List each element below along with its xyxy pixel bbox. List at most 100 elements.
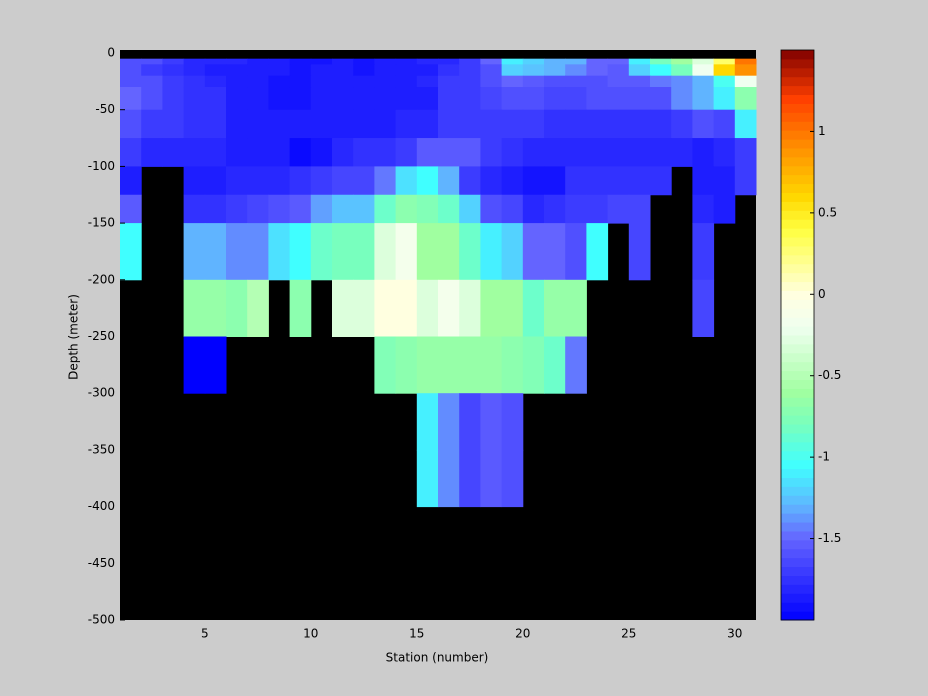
heatmap-cell (480, 75, 503, 88)
heatmap-cell (183, 75, 206, 88)
heatmap-cell (586, 75, 609, 88)
heatmap-cell (374, 194, 397, 224)
heatmap-cell (459, 75, 481, 88)
heatmap-cell (650, 138, 672, 167)
heatmap-cell (332, 64, 354, 77)
heatmap-cell (565, 166, 587, 196)
colorbar-step (781, 254, 814, 265)
heatmap-cell (692, 279, 715, 337)
heatmap-cell (416, 138, 439, 167)
heatmap-cell (374, 87, 397, 111)
heatmap-cell (416, 336, 439, 394)
colorbar-step (781, 548, 814, 559)
colorbar-step (781, 139, 814, 149)
heatmap-cell (671, 87, 693, 111)
heatmap-cell (544, 58, 566, 65)
heatmap-cell (120, 194, 142, 224)
heatmap-cell (713, 75, 736, 88)
colorbar-step (781, 50, 814, 60)
heatmap-cell (438, 58, 460, 65)
heatmap-cell (501, 75, 524, 88)
y-tick-label: -200 (88, 272, 115, 286)
heatmap-cell (438, 75, 460, 88)
heatmap-cell (374, 64, 397, 77)
heatmap-cell (438, 166, 460, 196)
heatmap-cell (247, 64, 269, 77)
heatmap-cell (692, 194, 715, 224)
heatmap-cell (416, 194, 439, 224)
heatmap-cell (734, 138, 757, 167)
heatmap-cell (480, 336, 503, 394)
heatmap-cell (459, 336, 481, 394)
heatmap-cell (183, 279, 206, 337)
heatmap-cell (395, 58, 418, 65)
heatmap-cell (247, 223, 269, 281)
heatmap-cell (310, 194, 333, 224)
heatmap-cell (141, 87, 163, 111)
heatmap-cell (226, 64, 248, 77)
heatmap-cell (734, 58, 757, 65)
colorbar-tick-label: 0.5 (818, 205, 837, 219)
heatmap-cell (522, 279, 545, 337)
heatmap-cell (459, 109, 481, 139)
colorbar-step (781, 343, 814, 354)
x-tick-label: 20 (515, 627, 530, 641)
heatmap-cell (416, 223, 439, 281)
heatmap-cell (332, 138, 354, 167)
heatmap-cell (565, 194, 587, 224)
heatmap-cell (226, 279, 248, 337)
heatmap-cell (268, 87, 291, 111)
heatmap-cell (226, 87, 248, 111)
heatmap-cell (395, 194, 418, 224)
y-tick-label: 0 (107, 46, 115, 60)
heatmap-cell (183, 138, 206, 167)
heatmap-cell (416, 58, 439, 65)
heatmap-cell (353, 87, 375, 111)
heatmap-cell (501, 336, 524, 394)
colorbar-step (781, 504, 814, 514)
heatmap-cell (247, 87, 269, 111)
heatmap-cell (226, 223, 248, 281)
heatmap-cell (522, 166, 545, 196)
colorbar-tick-label: -1 (818, 450, 830, 464)
heatmap-cell (268, 194, 291, 224)
heatmap-cell (353, 194, 375, 224)
heatmap-cell (565, 75, 587, 88)
heatmap-cell (353, 223, 375, 281)
heatmap-cell (480, 109, 503, 139)
heatmap-cell (310, 64, 333, 77)
colorbar-step (781, 201, 814, 211)
colorbar-step (781, 228, 814, 238)
heatmap-cell (374, 336, 397, 394)
heatmap-cell (501, 194, 524, 224)
heatmap-cell (501, 58, 524, 65)
heatmap-cell (586, 223, 609, 281)
heatmap-cell (459, 393, 481, 451)
heatmap-cell (162, 87, 185, 111)
heatmap-cell (586, 166, 609, 196)
heatmap-cell (501, 279, 524, 337)
heatmap-cell (247, 109, 269, 139)
heatmap-cell (268, 58, 291, 65)
heatmap-cell (501, 393, 524, 451)
heatmap-cell (522, 64, 545, 77)
colorbar-step (781, 183, 814, 193)
colorbar-step (781, 459, 814, 470)
heatmap-cell (459, 194, 481, 224)
heatmap-cell (183, 166, 206, 196)
heatmap-cell (353, 166, 375, 196)
heatmap-cell (141, 138, 163, 167)
heatmap-cell (501, 449, 524, 508)
colorbar-tick-label: 0 (818, 287, 826, 301)
y-tick-label: -500 (88, 613, 115, 627)
heatmap-cell (628, 166, 651, 196)
heatmap-cell (692, 166, 715, 196)
heatmap-cell (226, 109, 248, 139)
heatmap-cell (374, 223, 397, 281)
heatmap-cell (692, 87, 715, 111)
heatmap-cell (713, 138, 736, 167)
heatmap-cell (268, 64, 291, 77)
colorbar-step (781, 584, 814, 594)
heatmap-cell (374, 138, 397, 167)
